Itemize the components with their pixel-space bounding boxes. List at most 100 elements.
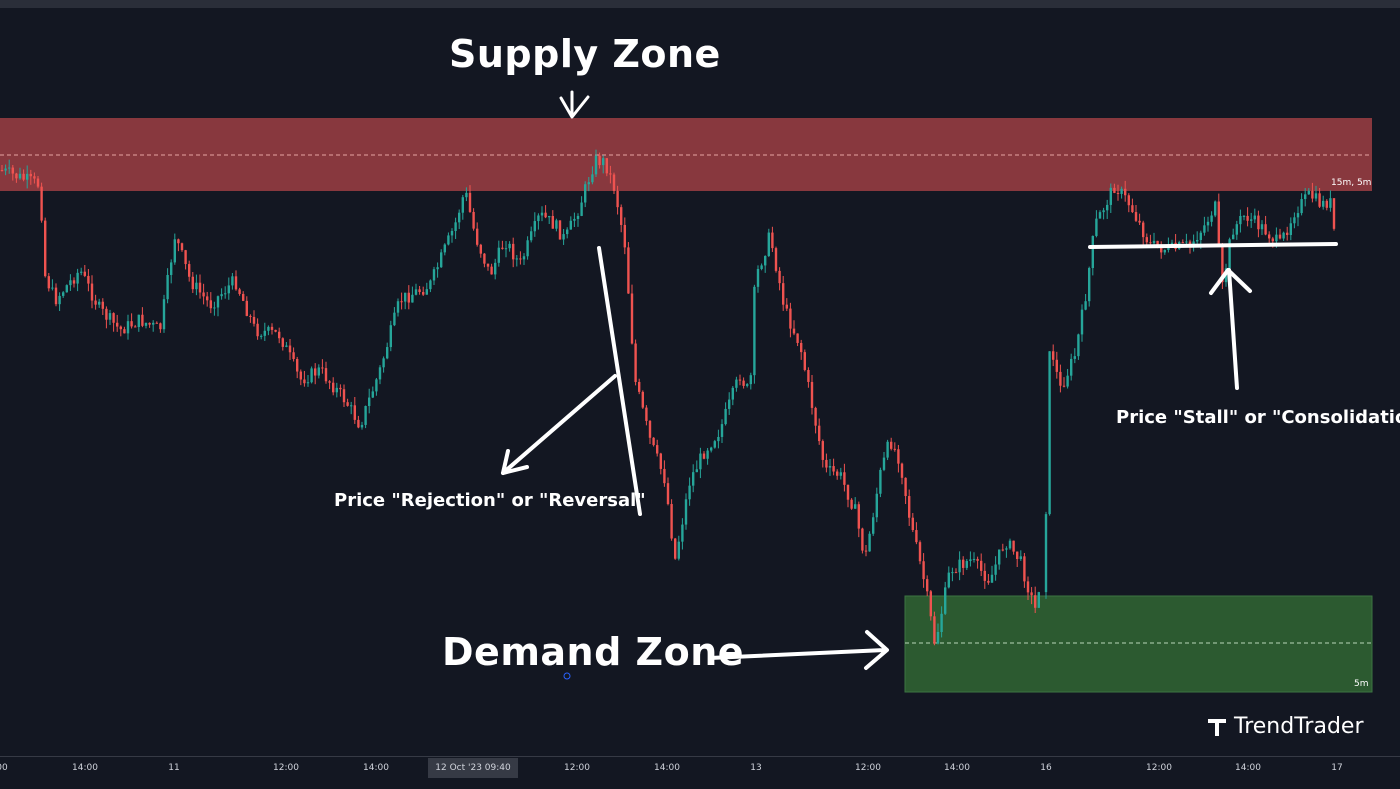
time-tick-label: 00 — [0, 763, 8, 773]
candle-body — [94, 300, 97, 305]
candle-body — [1286, 232, 1289, 235]
candle-body — [692, 472, 695, 486]
demand-zone-box[interactable] — [904, 595, 1373, 693]
candle-body — [634, 343, 637, 382]
candle-body — [569, 220, 572, 230]
candle-body — [249, 315, 252, 317]
candle-body — [972, 558, 976, 560]
candle-body — [720, 424, 724, 437]
candle-body — [389, 325, 392, 348]
candle-body — [123, 329, 126, 334]
candle-body — [1192, 241, 1195, 246]
candle-body — [900, 463, 904, 478]
candle-body — [1311, 190, 1314, 199]
candle-body — [206, 296, 209, 301]
candle-body — [72, 280, 76, 284]
candle-body — [306, 382, 310, 384]
candle-body — [504, 248, 508, 250]
candle-body — [483, 253, 486, 264]
candle-body — [947, 572, 950, 588]
candle-body — [1055, 359, 1058, 372]
candle-body — [375, 379, 378, 392]
candle-body — [1196, 240, 1199, 242]
candle-body — [148, 322, 151, 325]
time-tick-label: 12:00 — [273, 763, 299, 773]
candle-body — [965, 561, 968, 568]
candle-body — [782, 283, 785, 305]
candle-body — [706, 450, 709, 459]
candle-body — [875, 493, 878, 518]
candle-body — [1250, 219, 1253, 221]
candle-body — [882, 457, 886, 470]
candle-body — [173, 239, 176, 263]
candle-body — [580, 202, 583, 216]
candle-body — [274, 329, 277, 332]
candle-body — [332, 382, 335, 393]
candle-body — [1156, 240, 1159, 247]
candle-body — [152, 322, 155, 325]
price-chart[interactable] — [0, 0, 1400, 756]
candle-body — [951, 572, 954, 574]
candle-body — [1268, 234, 1271, 239]
candle-body — [1030, 592, 1033, 596]
candle-body — [533, 221, 536, 232]
candle-body — [1124, 188, 1127, 196]
candle-body — [663, 468, 666, 484]
candle-body — [652, 437, 655, 446]
candle-body — [382, 358, 385, 368]
candle-body — [710, 447, 713, 451]
candle-body — [695, 469, 698, 473]
candle-body — [879, 469, 882, 494]
candle-body — [454, 222, 457, 231]
candle-body — [983, 570, 986, 581]
candle-body — [472, 211, 475, 229]
candle-body — [1091, 235, 1094, 269]
candle-body — [213, 307, 216, 309]
candle-body — [1163, 249, 1166, 253]
time-axis[interactable] — [0, 756, 1400, 789]
candle-body — [1170, 242, 1174, 246]
candle-body — [490, 266, 493, 275]
candle-body — [792, 328, 796, 334]
candle-body — [1318, 193, 1321, 207]
candle-body — [659, 453, 662, 469]
candle-body — [328, 381, 331, 383]
candle-body — [738, 379, 742, 381]
candle-body — [260, 335, 263, 337]
candle-body — [702, 453, 706, 459]
candle-body — [1008, 540, 1012, 549]
candle-body — [1026, 581, 1030, 593]
candle-body — [1325, 200, 1328, 208]
candle-body — [1142, 222, 1145, 238]
candle-body — [1116, 192, 1120, 194]
candle-body — [926, 579, 929, 592]
candle-body — [1077, 334, 1080, 357]
candle-body — [62, 292, 65, 296]
candle-body — [1181, 242, 1184, 244]
candle-body — [785, 304, 788, 309]
candle-body — [76, 272, 79, 284]
candle-body — [155, 322, 158, 324]
candle-body — [44, 220, 47, 277]
candle-body — [209, 300, 212, 309]
candle-body — [263, 330, 266, 336]
time-tick-label: 12:00 — [855, 763, 881, 773]
candle-body — [36, 178, 40, 187]
candle-body — [216, 296, 220, 308]
candle-body — [1152, 240, 1156, 244]
candle-body — [846, 484, 850, 500]
time-tick-label: 11 — [168, 763, 180, 773]
candle-body — [724, 408, 727, 425]
candle-body — [1278, 234, 1282, 239]
candle-body — [749, 375, 752, 385]
candle-body — [1199, 232, 1202, 241]
candle-body — [753, 286, 756, 376]
candle-body — [166, 274, 169, 300]
candle-body — [623, 224, 626, 248]
candle-body — [1314, 193, 1318, 199]
candle-body — [684, 499, 688, 525]
candle-body — [778, 270, 781, 284]
candle-body — [371, 391, 374, 398]
candle-body — [962, 559, 965, 568]
